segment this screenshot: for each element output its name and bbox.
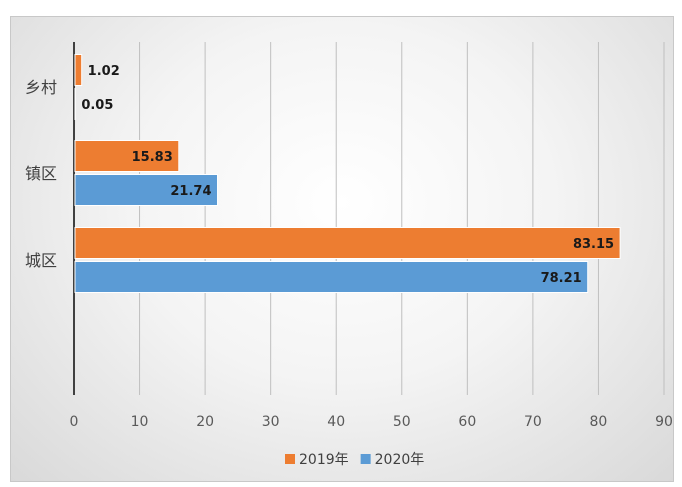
x-tick-label: 90 [655, 414, 673, 430]
bar-series-1 [74, 227, 621, 259]
x-tick-label: 70 [524, 414, 542, 430]
legend-item[interactable]: 2019年 [285, 452, 349, 468]
category-label: 乡村 [25, 78, 57, 97]
gridlines [73, 42, 665, 395]
x-tick-labels: 0 10 20 30 40 50 60 70 80 90 [70, 414, 673, 430]
x-tick-label: 60 [458, 414, 476, 430]
data-labels: 1.02 0.05 15.83 21.74 83.15 78.21 [81, 64, 614, 286]
x-tick-label: 10 [131, 414, 149, 430]
legend[interactable]: 2019年 2020年 [285, 452, 424, 468]
legend-label: 2019年 [299, 452, 349, 468]
data-label: 78.21 [541, 271, 582, 286]
x-tick-label: 40 [327, 414, 345, 430]
x-tick-label: 50 [393, 414, 411, 430]
bars [74, 54, 621, 293]
x-tick-label: 0 [70, 414, 79, 430]
bar-series-2 [74, 261, 589, 293]
bar-series-1 [74, 54, 83, 86]
legend-item[interactable]: 2020年 [360, 452, 425, 468]
legend-swatch [360, 454, 371, 464]
bar-series-1 [74, 140, 180, 172]
data-label: 1.02 [88, 64, 120, 79]
legend-swatch [285, 454, 295, 464]
x-tick-label: 80 [590, 414, 608, 430]
x-tick-label: 30 [262, 414, 280, 430]
bar-series-2 [74, 174, 219, 206]
data-label: 15.83 [132, 150, 173, 165]
category-label: 城区 [25, 251, 57, 270]
data-label: 21.74 [170, 184, 211, 199]
data-label: 83.15 [573, 237, 614, 252]
legend-label: 2020年 [375, 452, 425, 468]
chart-frame: 1.02 0.05 15.83 21.74 83.15 78.21 乡村镇区城区 0 10 2… [10, 16, 674, 482]
data-label: 0.05 [81, 98, 113, 113]
x-tick-label: 20 [196, 414, 214, 430]
category-label: 镇区 [25, 164, 57, 183]
